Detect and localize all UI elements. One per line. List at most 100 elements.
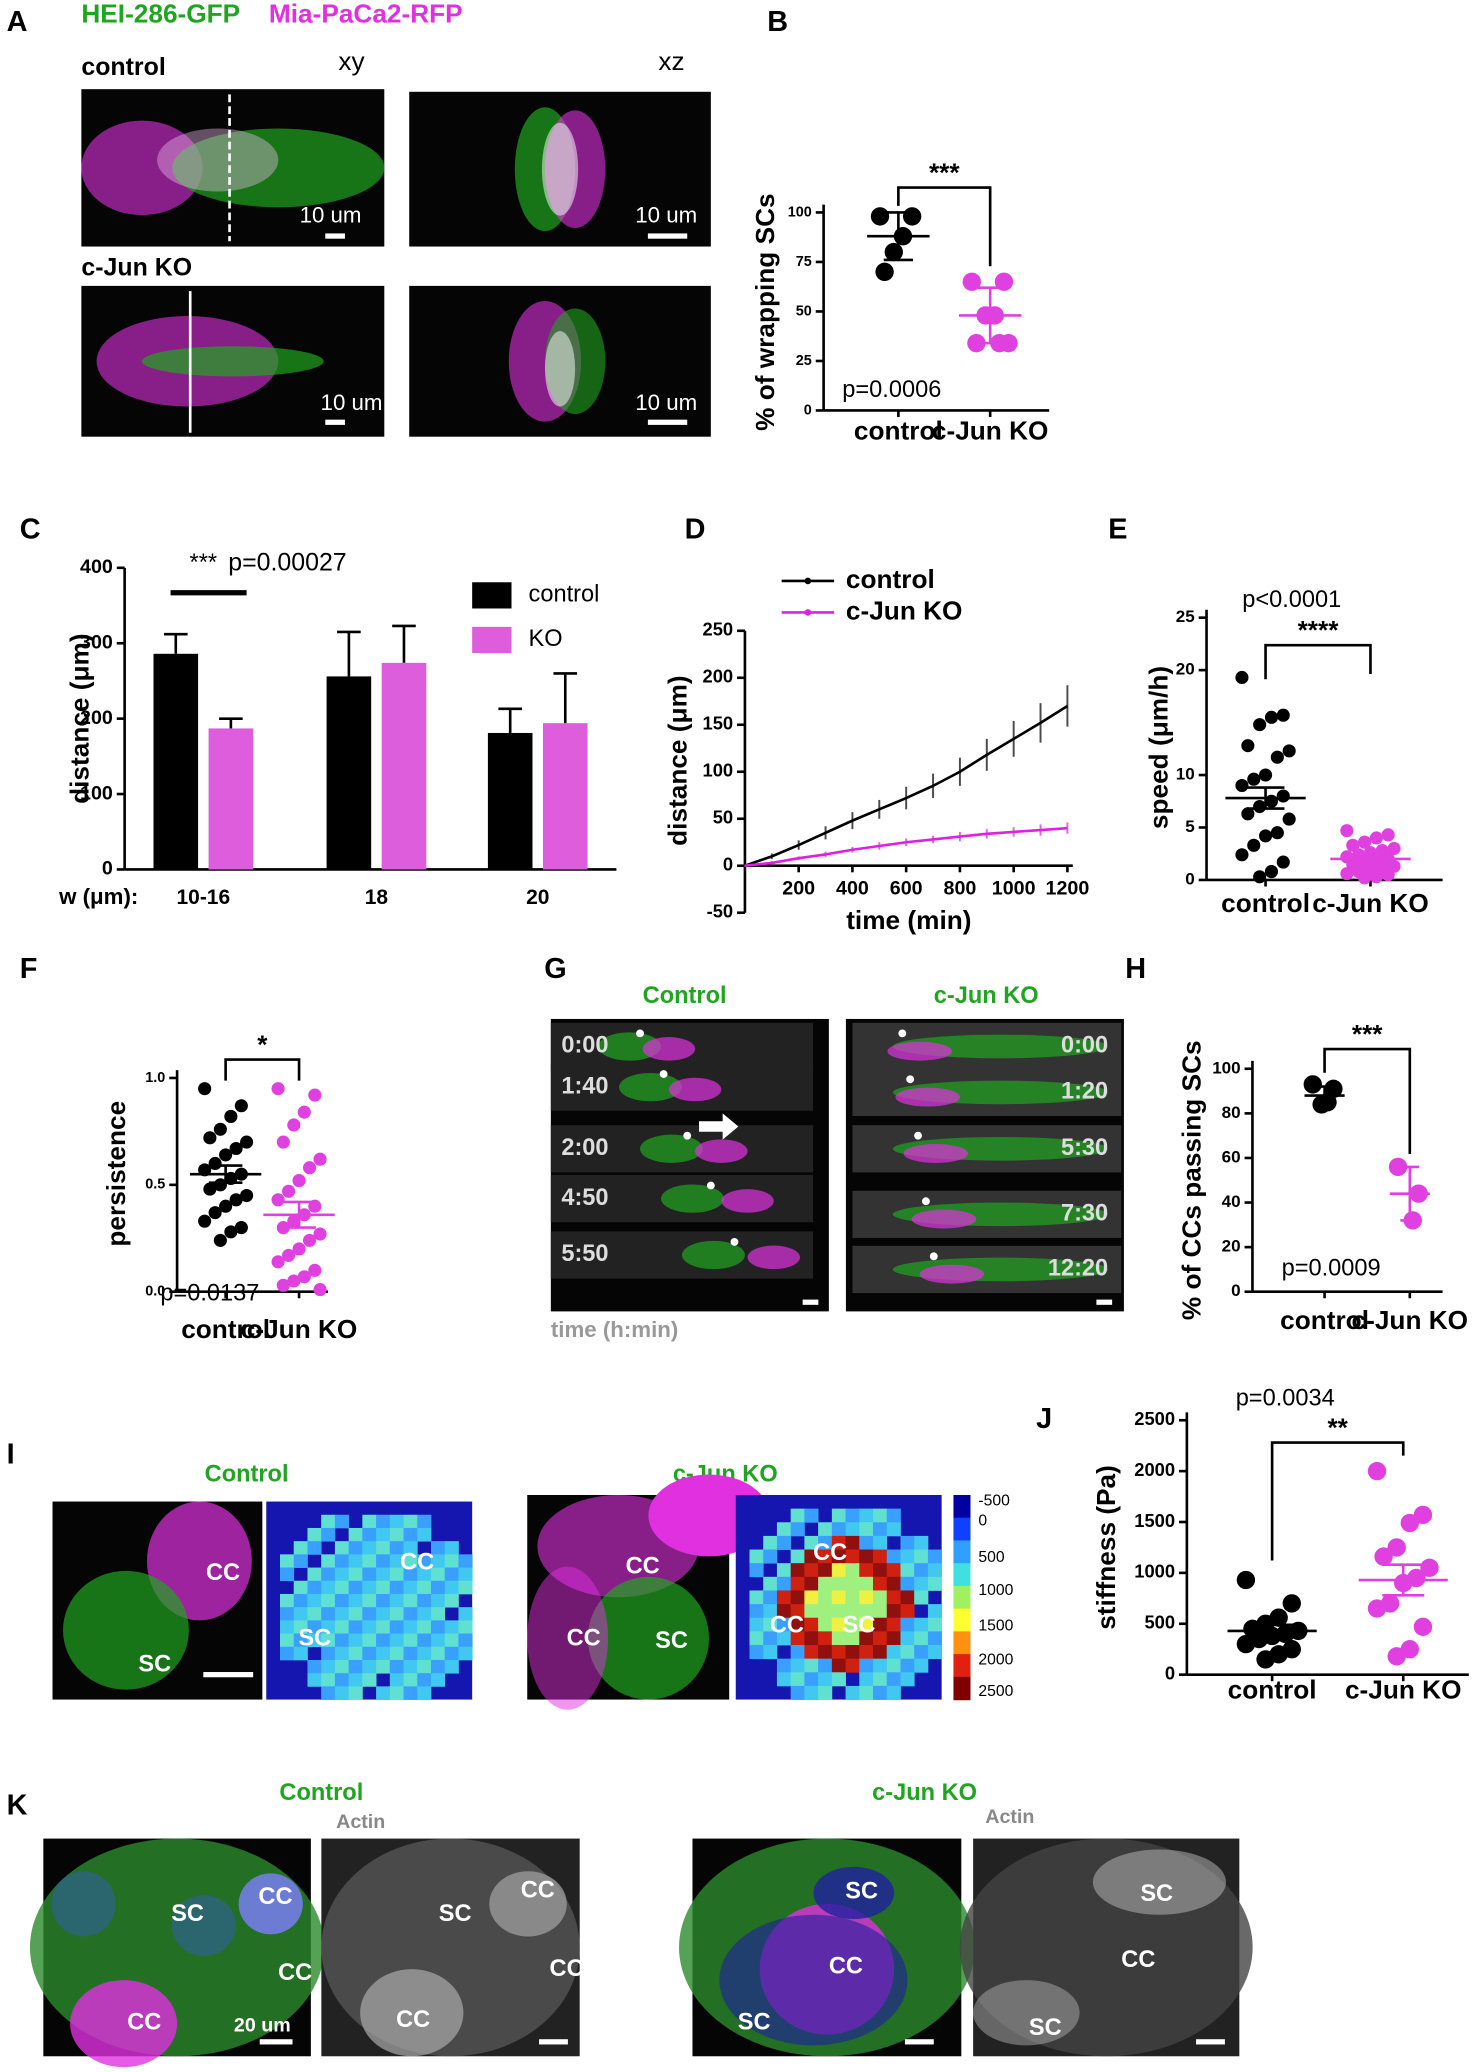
heatmap-cell bbox=[307, 1633, 322, 1648]
heatmap-cell bbox=[831, 1549, 846, 1564]
heatmap-cell bbox=[845, 1590, 860, 1605]
heatmap-cell bbox=[348, 1607, 363, 1621]
data-point bbox=[292, 1242, 306, 1256]
heatmap-cell bbox=[776, 1563, 792, 1578]
y-tick-label: 75 bbox=[796, 254, 812, 270]
label: SC bbox=[845, 1879, 878, 1905]
cell-signal bbox=[661, 1184, 724, 1213]
heatmap-cell bbox=[417, 1607, 432, 1621]
heatmap-cell bbox=[376, 1580, 391, 1595]
heatmap-cell bbox=[859, 1672, 874, 1687]
heatmap-cell bbox=[859, 1631, 874, 1646]
data-point bbox=[1235, 670, 1249, 685]
p-value: p<0.0001 bbox=[1242, 587, 1341, 613]
data-point bbox=[240, 1188, 254, 1203]
heatmap-cell bbox=[900, 1535, 915, 1550]
heatmap-cell bbox=[321, 1673, 336, 1687]
heatmap-cell bbox=[403, 1580, 418, 1595]
heatmap-cell bbox=[293, 1646, 308, 1661]
heatmap-cell bbox=[417, 1686, 432, 1700]
p-value: p=0.0137 bbox=[160, 1281, 259, 1307]
y-tick-label: 0 bbox=[1231, 1281, 1240, 1300]
heatmap-cell bbox=[403, 1607, 418, 1621]
heatmap-cell bbox=[845, 1645, 860, 1660]
cell-signal bbox=[51, 1871, 116, 1937]
scale-bar bbox=[259, 2039, 293, 2045]
heatmap-cell bbox=[389, 1620, 404, 1634]
heatmap-cell bbox=[914, 1645, 929, 1660]
heatmap-cell bbox=[376, 1593, 391, 1608]
heatmap-cell bbox=[389, 1541, 404, 1555]
scale-bar bbox=[539, 2039, 568, 2045]
label: 1:40 bbox=[561, 1073, 608, 1099]
panel-letter: B bbox=[767, 6, 788, 38]
heatmap-cell bbox=[776, 1522, 792, 1537]
heatmap-cell bbox=[389, 1633, 404, 1648]
label: 0:00 bbox=[1061, 1033, 1108, 1059]
label: Actin bbox=[985, 1806, 1034, 1828]
heatmap-cell bbox=[831, 1535, 846, 1550]
heatmap-cell bbox=[403, 1659, 418, 1674]
heatmap-cell bbox=[804, 1617, 819, 1632]
heatmap-cell bbox=[886, 1563, 901, 1578]
p-value: p=0.0034 bbox=[1236, 1385, 1335, 1411]
data-point bbox=[1358, 835, 1372, 849]
heatmap-cell bbox=[859, 1576, 874, 1591]
line bbox=[744, 704, 1069, 867]
colorbar-step bbox=[953, 1654, 971, 1678]
heatmap-cell bbox=[818, 1549, 833, 1564]
heatmap-cell bbox=[818, 1522, 833, 1537]
arrow bbox=[699, 1113, 739, 1140]
data-point bbox=[870, 207, 890, 226]
heatmap-cell bbox=[845, 1658, 860, 1673]
heatmap-cell bbox=[831, 1672, 846, 1687]
heatmap-cell bbox=[389, 1646, 404, 1661]
heatmap-cell bbox=[818, 1576, 833, 1591]
heatmap-cell bbox=[790, 1604, 805, 1619]
significance: *** bbox=[929, 157, 960, 187]
heatmap-cell bbox=[776, 1535, 792, 1550]
label: CC bbox=[770, 1612, 804, 1638]
heatmap-cell bbox=[417, 1514, 432, 1529]
panel-letter: D bbox=[685, 514, 706, 546]
heatmap-cell bbox=[376, 1646, 391, 1661]
heatmap-cell bbox=[389, 1593, 404, 1608]
legend-swatch bbox=[472, 582, 512, 609]
colorbar-step bbox=[953, 1494, 971, 1519]
heatmap-cell bbox=[873, 1522, 888, 1537]
heatmap-cell bbox=[293, 1633, 308, 1648]
heatmap-cell bbox=[348, 1567, 363, 1582]
heatmap-cell bbox=[900, 1631, 915, 1646]
data-point bbox=[313, 1152, 327, 1166]
heatmap-cell bbox=[804, 1645, 819, 1660]
heatmap-cell bbox=[280, 1607, 295, 1621]
data-point bbox=[1340, 824, 1354, 838]
y-tick-label: 5 bbox=[1185, 817, 1194, 836]
label: 7:30 bbox=[1061, 1201, 1108, 1227]
y-tick-label: 500 bbox=[1144, 1612, 1175, 1633]
label: SC bbox=[738, 2010, 771, 2036]
data-point bbox=[271, 1255, 285, 1269]
label: SC bbox=[1140, 1881, 1173, 1907]
heatmap-cell bbox=[293, 1554, 308, 1568]
heatmap-cell bbox=[873, 1631, 888, 1646]
heatmap-cell bbox=[430, 1659, 446, 1674]
data-point bbox=[308, 1263, 322, 1277]
heatmap-cell bbox=[280, 1554, 295, 1568]
heatmap-cell bbox=[321, 1593, 336, 1608]
heatmap-cell bbox=[430, 1554, 446, 1568]
heatmap-cell bbox=[886, 1658, 901, 1673]
legend-label: control bbox=[529, 582, 600, 608]
cell-signal bbox=[668, 1077, 722, 1102]
y-tick-label: 0.0 bbox=[145, 1284, 165, 1300]
heatmap-cell bbox=[831, 1631, 846, 1646]
heatmap-cell bbox=[804, 1535, 819, 1550]
scale-bar bbox=[904, 2039, 934, 2045]
heatmap-cell bbox=[403, 1686, 418, 1700]
label: SC bbox=[298, 1625, 331, 1651]
heatmap-cell bbox=[845, 1685, 860, 1700]
heatmap-cell bbox=[790, 1590, 805, 1605]
heatmap-cell bbox=[417, 1659, 432, 1674]
cell-signal bbox=[544, 331, 576, 407]
heatmap-cell bbox=[859, 1604, 874, 1619]
